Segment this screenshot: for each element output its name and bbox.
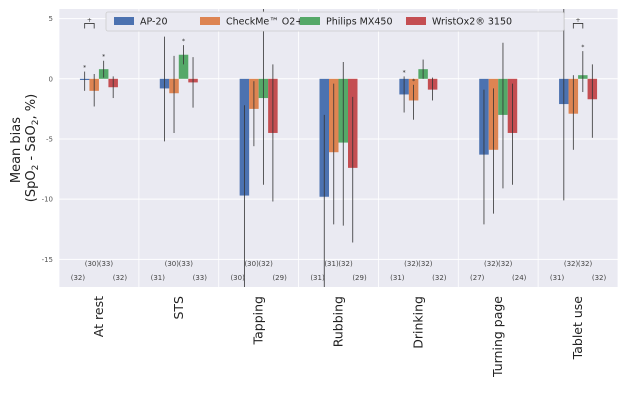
error-bars: [84, 9, 593, 287]
sample-size-label: (31): [151, 274, 166, 282]
x-category-label: STS: [171, 296, 186, 320]
star-mark: *: [403, 69, 406, 76]
y-axis-label-formula: (SpO2 - SaO2, %): [24, 94, 41, 202]
legend-label: Philips MX450: [326, 17, 393, 28]
sample-size-label: (31): [390, 274, 405, 282]
y-tick-label: -10: [42, 196, 53, 204]
sample-size-label: (30): [85, 260, 100, 268]
sample-size-label: (29): [272, 274, 287, 282]
y-tick-label: 0: [49, 75, 53, 83]
sample-size-label: (31): [310, 274, 325, 282]
sample-size-label: (32): [404, 260, 419, 268]
x-category-label: At rest: [91, 296, 106, 337]
star-mark: *: [182, 38, 185, 45]
legend-swatch: [114, 17, 134, 25]
legend-swatch: [300, 17, 320, 25]
sample-size-label: (32): [432, 274, 447, 282]
sample-size-label: (30): [165, 260, 180, 268]
sample-size-label: (32): [498, 260, 513, 268]
significance-bracket: [84, 23, 95, 29]
x-category-label: Tapping: [251, 296, 266, 345]
legend-label: WristOx2® 3150: [432, 17, 512, 28]
sample-size-label: (31): [324, 260, 339, 268]
legend-label: AP-20: [140, 17, 168, 28]
x-category-label: Tablet use: [570, 296, 585, 361]
x-axis-categories: At rest STS Tapping Rubbing Drinking Turning …: [91, 296, 585, 378]
star-mark: *: [581, 44, 584, 51]
significance-bracket: [572, 23, 584, 29]
star-mark: *: [412, 78, 415, 85]
sample-size-label: (32): [71, 274, 86, 282]
legend-label: CheckMe™ O2+: [226, 17, 303, 28]
sample-size-label: (32): [564, 260, 579, 268]
sample-size-label: (33): [99, 260, 114, 268]
x-category-label: Drinking: [410, 296, 425, 349]
legend-box: [105, 11, 565, 32]
x-category-label: Turning page: [490, 296, 505, 378]
bar: [178, 54, 189, 79]
legend-swatch: [406, 17, 426, 25]
y-axis-label: Mean bias (SpO2 - SaO2, %): [9, 94, 41, 202]
sample-size-label: (27): [470, 274, 485, 282]
sample-size-label: (32): [113, 274, 128, 282]
sample-size-label: (32): [338, 260, 353, 268]
sample-size-label: (32): [418, 260, 433, 268]
plus-mark: +: [87, 17, 92, 24]
sample-size-label: (33): [193, 274, 208, 282]
sample-size-label: (32): [592, 274, 607, 282]
sample-size-label: (31): [550, 274, 565, 282]
x-category-label: Rubbing: [331, 296, 346, 347]
sample-size-label: (33): [179, 260, 194, 268]
plus-mark: +: [576, 17, 581, 24]
sample-size-label: (29): [352, 274, 367, 282]
star-mark: *: [102, 54, 105, 61]
legend-swatch: [200, 17, 220, 25]
sample-size-labels: (32)(30) (33)(32) (31)(30) (33)(33) (30)(30)…: [71, 260, 607, 282]
sample-size-label: (30): [244, 260, 259, 268]
sample-size-label: (24): [512, 274, 527, 282]
sample-size-label: (30): [230, 274, 245, 282]
y-tick-label: 5: [49, 15, 53, 23]
sample-size-label: (32): [258, 260, 273, 268]
y-tick-label: -15: [42, 256, 53, 264]
legend: AP-20 CheckMe™ O2+ Philips MX450 WristOx2® …: [105, 11, 565, 32]
y-axis-ticks: 5 0 -5 -10 -15: [42, 15, 53, 264]
star-mark: *: [83, 65, 86, 72]
y-tick-label: -5: [46, 135, 53, 143]
sample-size-label: (32): [578, 260, 593, 268]
sample-size-label: (32): [484, 260, 499, 268]
